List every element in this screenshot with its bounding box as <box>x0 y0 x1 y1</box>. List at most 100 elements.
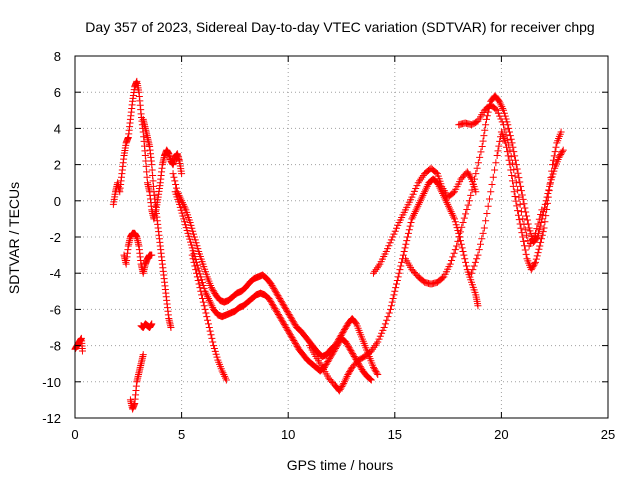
data-point <box>276 313 284 321</box>
data-point <box>193 242 201 250</box>
data-point <box>511 156 519 164</box>
data-point <box>189 227 197 235</box>
data-point <box>475 246 483 254</box>
series-arc-l <box>468 128 565 277</box>
data-point <box>372 368 380 376</box>
data-point <box>408 193 416 201</box>
data-point <box>367 376 375 384</box>
data-point <box>513 165 521 173</box>
data-point <box>384 313 392 321</box>
data-point <box>323 359 331 367</box>
data-point <box>547 174 555 182</box>
data-point <box>418 193 426 201</box>
data-point <box>523 231 531 239</box>
data-point <box>422 184 430 192</box>
data-point <box>520 237 528 245</box>
data-point <box>277 297 285 305</box>
y-tick-label: 0 <box>54 194 61 209</box>
data-point <box>197 287 205 295</box>
data-point <box>537 211 545 219</box>
data-point <box>458 223 466 231</box>
data-point <box>557 150 565 158</box>
data-point <box>198 279 206 287</box>
data-point <box>457 240 465 248</box>
data-point <box>209 304 217 312</box>
data-point <box>335 387 343 395</box>
data-point <box>395 269 403 277</box>
data-point <box>193 269 201 277</box>
data-point <box>376 332 384 340</box>
data-point <box>342 374 350 382</box>
data-point <box>420 190 428 198</box>
data-point <box>538 231 546 239</box>
data-point <box>502 131 510 139</box>
data-point <box>213 353 221 361</box>
y-tick-label: -8 <box>49 339 61 354</box>
data-point <box>529 263 537 271</box>
data-point <box>514 186 522 194</box>
series-arc-m <box>455 101 546 250</box>
data-point <box>393 224 401 232</box>
data-point <box>455 233 463 241</box>
data-point <box>189 247 197 255</box>
data-point <box>485 195 493 203</box>
data-point <box>558 148 566 156</box>
data-point <box>520 200 528 208</box>
data-point <box>285 310 293 318</box>
data-point <box>198 276 206 284</box>
data-point <box>467 191 475 199</box>
data-point <box>285 329 293 337</box>
data-point <box>432 169 440 177</box>
data-point <box>449 253 457 261</box>
data-point <box>414 179 422 187</box>
data-point <box>266 296 274 304</box>
data-point <box>343 339 351 347</box>
data-point <box>482 121 490 129</box>
data-point <box>441 195 449 203</box>
data-point <box>269 283 277 291</box>
data-point <box>408 215 416 223</box>
data-point <box>394 221 402 229</box>
data-point <box>370 365 378 373</box>
data-point <box>194 245 202 253</box>
data-point <box>372 266 380 274</box>
data-point <box>531 260 539 268</box>
data-point <box>148 320 156 328</box>
data-point <box>450 249 458 257</box>
data-point <box>348 348 356 356</box>
data-point <box>280 302 288 310</box>
series-arc-c <box>126 351 147 413</box>
data-point <box>178 199 186 207</box>
data-point <box>346 345 354 353</box>
data-point <box>190 258 198 266</box>
data-point <box>549 170 557 178</box>
data-point <box>278 316 286 324</box>
data-point <box>210 288 218 296</box>
data-point <box>412 206 420 214</box>
data-point <box>207 284 215 292</box>
data-point <box>375 335 383 343</box>
plot-series <box>71 77 567 413</box>
data-point <box>464 169 472 177</box>
data-point <box>409 190 417 198</box>
data-point <box>508 171 516 179</box>
data-point <box>481 126 489 134</box>
data-point <box>188 244 196 252</box>
data-point <box>415 200 423 208</box>
data-point <box>181 204 189 212</box>
data-point <box>410 209 418 217</box>
data-point <box>290 319 298 327</box>
x-tick-label: 0 <box>71 427 78 442</box>
data-point <box>204 293 212 301</box>
data-point <box>544 193 552 201</box>
data-point <box>549 161 557 169</box>
data-point <box>469 266 477 274</box>
data-point <box>469 181 477 189</box>
data-point <box>480 132 488 140</box>
data-point <box>549 156 557 164</box>
data-point <box>387 236 395 244</box>
data-point <box>537 238 545 246</box>
x-axis-label: GPS time / hours <box>287 457 394 473</box>
data-point <box>514 207 522 215</box>
data-point <box>518 229 526 237</box>
